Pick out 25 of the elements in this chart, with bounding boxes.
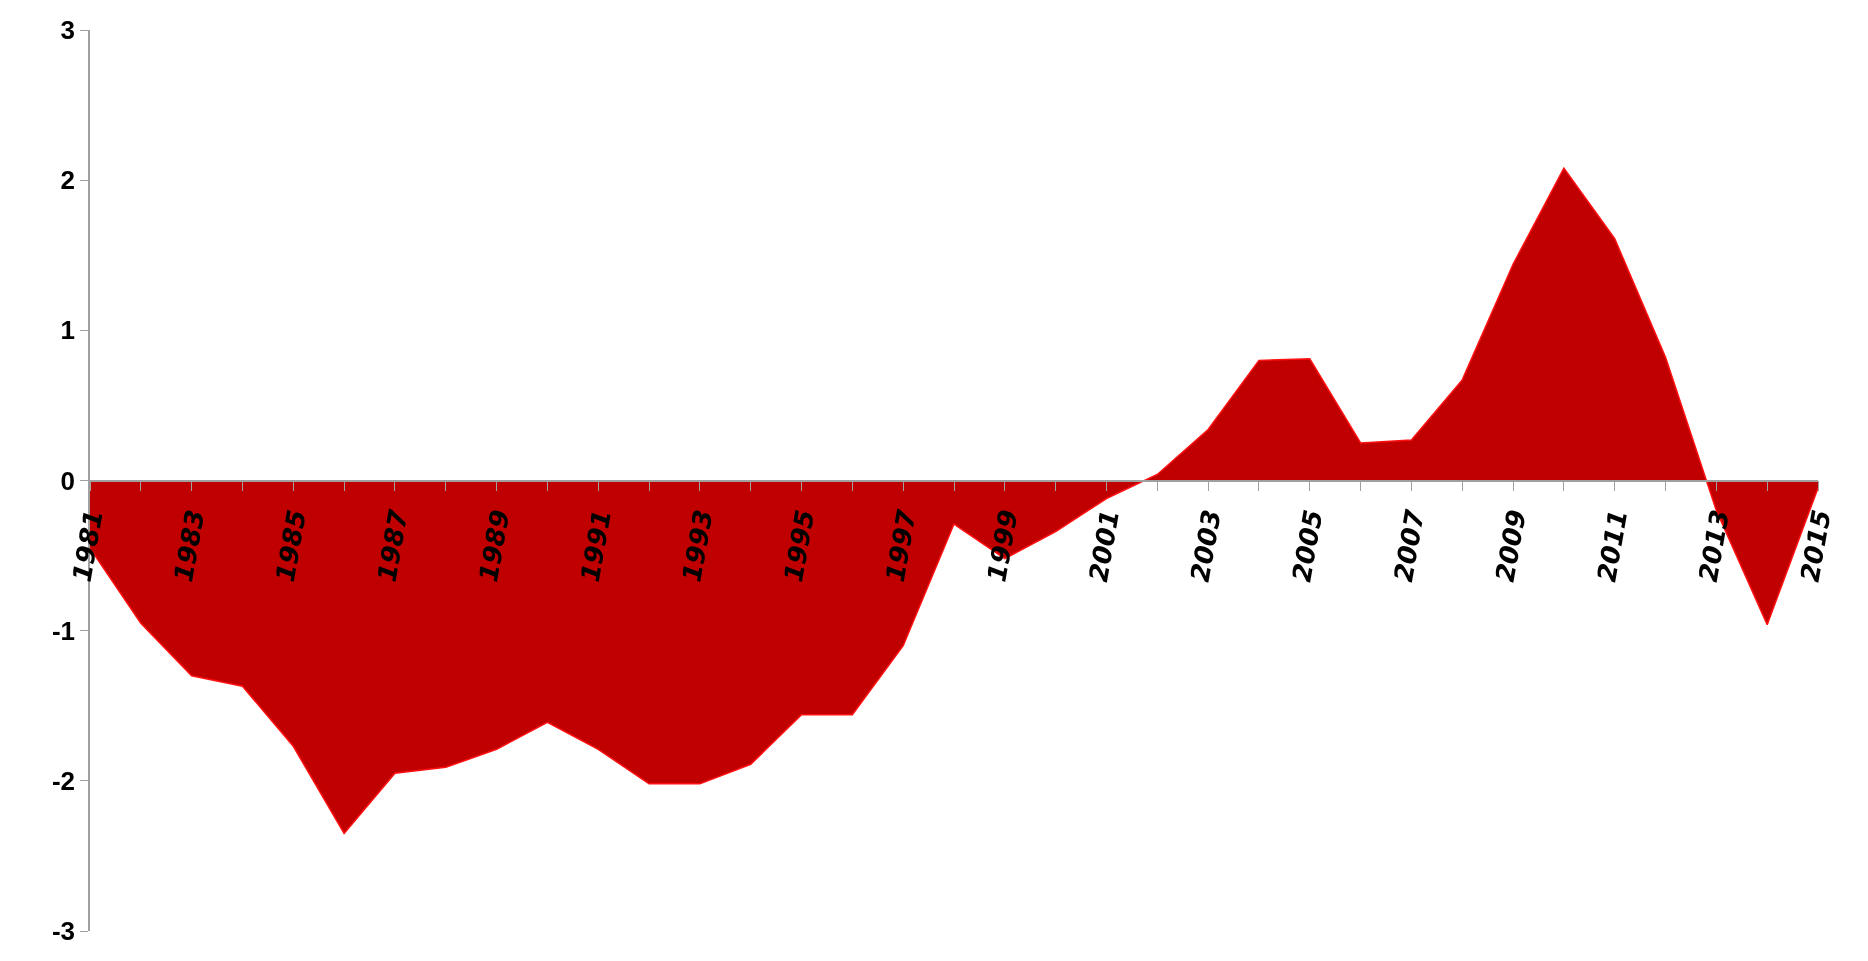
x-tick-label: 2015 [1794,507,1837,585]
x-tick-label: 1993 [676,507,719,585]
x-tick-label: 1987 [371,506,414,585]
x-tick-label: 1995 [778,507,821,585]
x-tick-label: 2007 [1388,506,1431,585]
x-tick-label: 2005 [1286,507,1329,585]
x-tick-label: 2011 [1591,507,1634,585]
y-tick-label: -3 [51,916,76,947]
x-tick-label: 1989 [473,507,516,585]
x-tick-label: 1983 [168,507,211,585]
y-tick-label: 1 [60,315,76,346]
x-tick-label: 1999 [981,507,1024,585]
y-tick-label: 3 [60,15,76,46]
y-tick-label: -2 [51,765,76,796]
y-tick-label: 0 [60,465,76,496]
x-tick-label: 2003 [1184,507,1227,585]
y-tick-label: 2 [60,165,76,196]
x-tick-label: 2001 [1083,507,1126,585]
x-tick-label: 1985 [269,507,312,585]
x-tick-label: 1991 [574,507,617,585]
x-tick-label: 2009 [1489,507,1532,585]
x-tick-label: 1981 [66,507,109,585]
y-tick-label: -1 [51,615,76,646]
x-tick-label: 2013 [1692,507,1736,585]
x-tick-label: 1997 [879,506,923,585]
